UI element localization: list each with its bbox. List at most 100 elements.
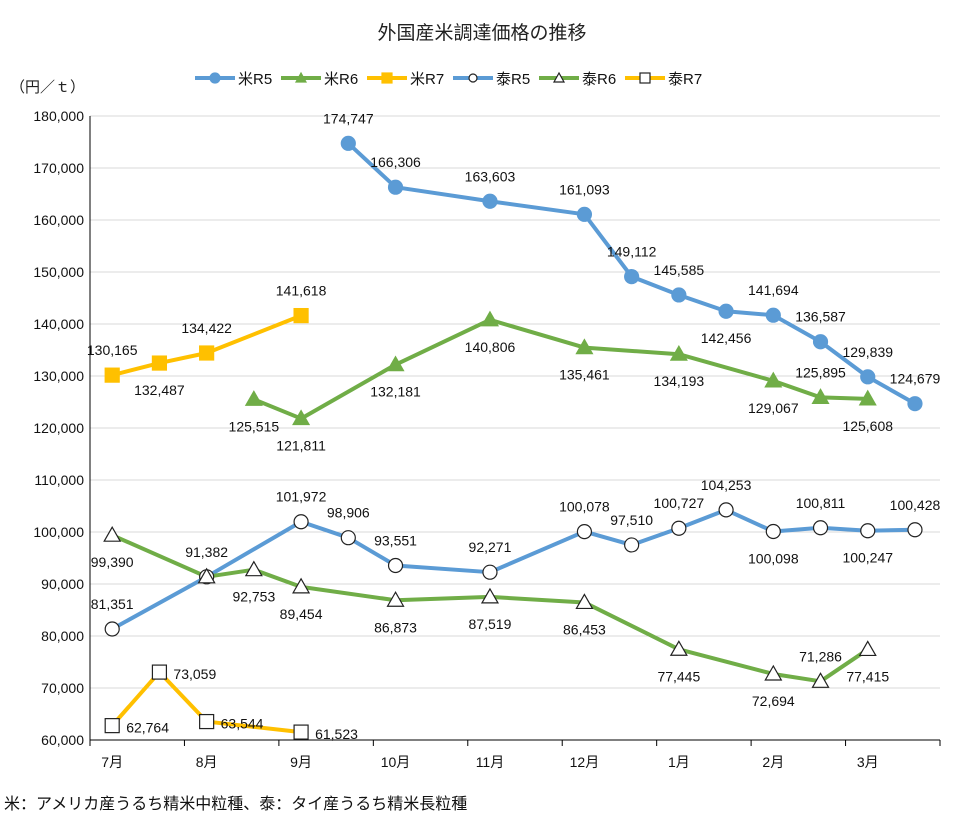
legend-marker bbox=[381, 72, 393, 84]
data-label: 125,895 bbox=[795, 364, 846, 380]
legend-label: 泰R5 bbox=[496, 71, 530, 88]
x-tick-label: 12月 bbox=[570, 754, 600, 770]
y-tick-label: 110,000 bbox=[34, 472, 84, 488]
legend-marker bbox=[209, 72, 221, 84]
chart-title: 外国産米調達価格の推移 bbox=[377, 23, 587, 44]
data-label: 100,078 bbox=[559, 499, 610, 515]
legend-marker bbox=[294, 71, 308, 83]
data-point bbox=[765, 523, 781, 540]
data-label: 141,694 bbox=[748, 282, 799, 298]
data-label: 89,454 bbox=[280, 606, 323, 622]
y-tick-label: 170,000 bbox=[33, 160, 84, 176]
data-point bbox=[293, 514, 309, 530]
data-label: 166,306 bbox=[370, 154, 421, 170]
data-label: 72,694 bbox=[752, 693, 795, 709]
data-label: 61,523 bbox=[315, 726, 358, 742]
x-tick-label: 8月 bbox=[196, 754, 218, 770]
legend-marker bbox=[552, 71, 566, 83]
data-point bbox=[575, 593, 594, 610]
data-label: 104,253 bbox=[701, 477, 752, 493]
data-label: 124,679 bbox=[890, 371, 941, 387]
data-point bbox=[671, 287, 687, 303]
data-label: 91,382 bbox=[185, 544, 228, 560]
y-tick-label: 160,000 bbox=[33, 212, 84, 228]
data-point bbox=[480, 587, 500, 604]
data-point bbox=[293, 724, 309, 740]
data-point bbox=[811, 672, 830, 688]
data-label: 142,456 bbox=[701, 330, 752, 346]
legend-marker bbox=[468, 73, 478, 83]
data-label: 87,519 bbox=[469, 616, 512, 632]
data-label: 100,098 bbox=[748, 550, 799, 566]
y-tick-label: 140,000 bbox=[33, 316, 84, 332]
data-point bbox=[576, 523, 593, 540]
y-tick-label: 90,000 bbox=[41, 576, 84, 592]
y-tick-label: 130,000 bbox=[33, 368, 84, 384]
legend-marker bbox=[639, 72, 651, 84]
data-point bbox=[480, 310, 500, 327]
data-point bbox=[812, 334, 829, 350]
data-label: 99,390 bbox=[91, 554, 134, 570]
data-label: 140,806 bbox=[465, 339, 516, 355]
data-point bbox=[197, 567, 216, 584]
data-point bbox=[293, 307, 309, 324]
data-point bbox=[151, 355, 168, 371]
data-point bbox=[386, 355, 405, 372]
data-point bbox=[151, 664, 168, 680]
data-label: 62,764 bbox=[126, 720, 169, 736]
data-point bbox=[907, 396, 923, 412]
data-point bbox=[765, 307, 781, 323]
data-point bbox=[387, 179, 404, 195]
data-point bbox=[199, 713, 215, 730]
data-label: 100,811 bbox=[796, 495, 846, 511]
data-label: 161,093 bbox=[559, 181, 610, 197]
data-point bbox=[624, 537, 640, 553]
y-tick-label: 70,000 bbox=[41, 680, 84, 696]
data-label: 77,445 bbox=[657, 668, 700, 684]
data-label: 100,428 bbox=[890, 497, 941, 513]
data-label: 135,461 bbox=[559, 367, 610, 383]
y-tick-label: 180,000 bbox=[33, 108, 84, 124]
data-point bbox=[669, 640, 688, 656]
data-point bbox=[858, 640, 877, 657]
footnote: 米：アメリカ産うるち精米中粒種、泰：タイ産うるち精米長粒種 bbox=[4, 796, 468, 813]
data-point bbox=[340, 135, 356, 151]
y-axis-unit: （円／ｔ） bbox=[10, 79, 86, 96]
data-point bbox=[907, 522, 923, 538]
data-label: 98,906 bbox=[327, 505, 370, 521]
data-point bbox=[764, 371, 783, 388]
data-point bbox=[387, 557, 404, 574]
data-point bbox=[669, 344, 688, 361]
data-label: 101,972 bbox=[276, 489, 327, 505]
y-tick-label: 80,000 bbox=[41, 628, 84, 644]
data-label: 129,067 bbox=[748, 400, 799, 416]
data-point bbox=[386, 591, 405, 607]
y-tick-label: 100,000 bbox=[33, 524, 84, 540]
data-point bbox=[860, 523, 876, 539]
data-label: 136,587 bbox=[795, 309, 846, 325]
data-label: 130,165 bbox=[87, 342, 138, 358]
x-tick-label: 1月 bbox=[668, 754, 690, 770]
data-label: 100,727 bbox=[654, 495, 705, 511]
data-point bbox=[104, 621, 120, 637]
data-label: 77,415 bbox=[846, 668, 889, 684]
data-label: 97,510 bbox=[610, 512, 653, 528]
data-label: 145,585 bbox=[654, 262, 705, 278]
data-point bbox=[624, 269, 640, 285]
data-point bbox=[340, 530, 356, 546]
data-label: 71,286 bbox=[799, 648, 842, 664]
x-tick-label: 2月 bbox=[762, 754, 784, 770]
legend-label: 米R5 bbox=[238, 71, 272, 88]
data-point bbox=[482, 564, 498, 580]
data-label: 141,618 bbox=[276, 283, 327, 299]
data-point bbox=[764, 664, 783, 681]
data-label: 132,181 bbox=[370, 384, 421, 400]
data-label: 81,351 bbox=[91, 596, 134, 612]
data-label: 121,811 bbox=[276, 438, 326, 454]
data-point bbox=[671, 520, 687, 536]
data-point bbox=[575, 338, 594, 355]
series-line-泰R5 bbox=[111, 507, 916, 631]
data-label: 86,453 bbox=[563, 621, 606, 637]
legend-label: 米R7 bbox=[410, 71, 444, 88]
data-point bbox=[104, 718, 120, 734]
